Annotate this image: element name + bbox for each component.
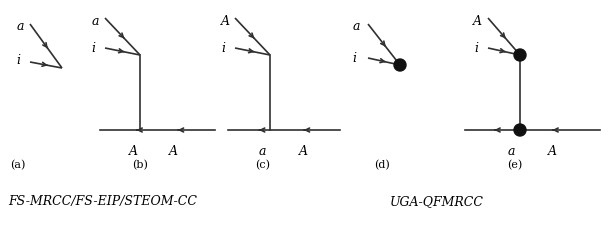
Text: i: i <box>352 52 356 65</box>
Text: UGA-QFMRCC: UGA-QFMRCC <box>390 195 484 208</box>
Circle shape <box>514 49 526 61</box>
Text: a: a <box>258 145 266 158</box>
Text: A: A <box>472 15 481 28</box>
Text: (d): (d) <box>374 160 390 170</box>
Text: FS-MRCC/FS-EIP/STEOM-CC: FS-MRCC/FS-EIP/STEOM-CC <box>8 195 197 208</box>
Text: (a): (a) <box>10 160 26 170</box>
Circle shape <box>394 59 406 71</box>
Text: A: A <box>169 145 178 158</box>
Text: A: A <box>221 15 230 28</box>
Text: (b): (b) <box>132 160 148 170</box>
Text: A: A <box>128 145 137 158</box>
Circle shape <box>514 124 526 136</box>
Text: i: i <box>474 42 478 54</box>
Text: A: A <box>547 145 557 158</box>
Text: a: a <box>353 20 360 33</box>
Text: a: a <box>91 15 99 28</box>
Text: a: a <box>16 20 24 33</box>
Text: (e): (e) <box>507 160 522 170</box>
Text: a: a <box>507 145 514 158</box>
Text: A: A <box>299 145 307 158</box>
Text: (c): (c) <box>255 160 271 170</box>
Text: i: i <box>16 54 20 66</box>
Text: i: i <box>221 42 225 54</box>
Text: i: i <box>91 42 95 54</box>
